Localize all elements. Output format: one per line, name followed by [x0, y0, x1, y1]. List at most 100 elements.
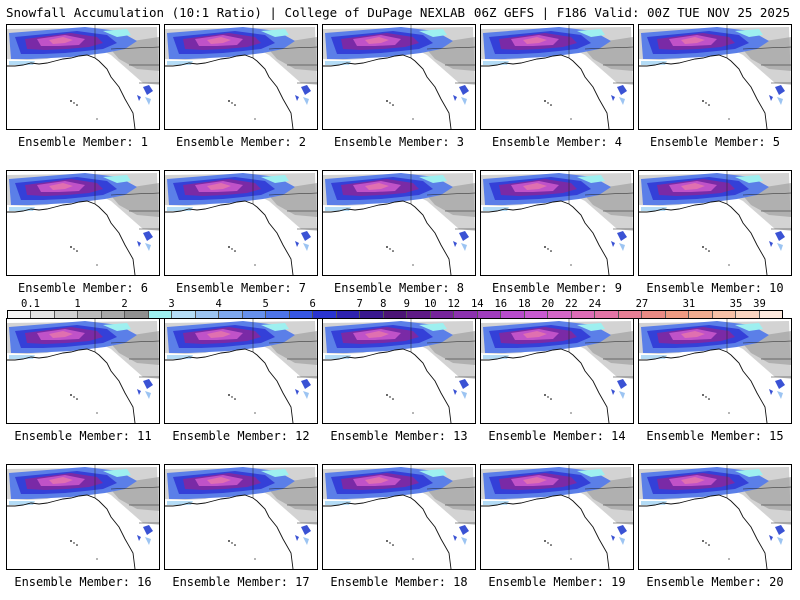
ensemble-member-label: Ensemble Member: 10 — [646, 281, 784, 295]
scale-swatch — [148, 311, 173, 318]
snowfall-map — [7, 25, 159, 129]
ensemble-panel-19 — [480, 464, 634, 570]
ensemble-member-label: Ensemble Member: 14 — [488, 429, 626, 443]
scale-swatch — [524, 311, 549, 318]
scale-swatch — [313, 311, 337, 318]
scale-swatch — [477, 311, 502, 318]
scale-tick-label: 9 — [403, 298, 410, 310]
scale-swatch — [78, 311, 102, 318]
scale-swatch — [219, 311, 243, 318]
scale-swatch — [407, 311, 431, 318]
scale-swatch — [689, 311, 713, 318]
snowfall-color-scale: 0.1 1 2 3 4 5 6 7 8 9 10 12 14 16 18 20 22 24 27 31 35 39 — [7, 298, 783, 319]
snowfall-map — [481, 25, 633, 129]
scale-tick-label: 16 — [494, 298, 508, 310]
scale-ticks: 0.1 1 2 3 4 5 6 7 8 9 10 12 14 16 18 20 22 24 27 31 35 39 — [7, 298, 783, 310]
snowfall-map — [323, 171, 475, 275]
ensemble-panel-20 — [638, 464, 792, 570]
snowfall-map — [481, 465, 633, 569]
scale-swatch — [454, 311, 478, 318]
chart-title: Snowfall Accumulation (10:1 Ratio) | Col… — [6, 5, 466, 20]
snowfall-map — [639, 319, 791, 423]
ensemble-member-label: Ensemble Member: 5 — [649, 135, 781, 149]
ensemble-panel-8 — [322, 170, 476, 276]
ensemble-panel-10 — [638, 170, 792, 276]
snowfall-map — [165, 171, 317, 275]
scale-tick-label: 24 — [588, 298, 602, 310]
ensemble-panel-7 — [164, 170, 318, 276]
scale-swatch — [642, 311, 666, 318]
scale-swatch — [289, 311, 314, 318]
scale-tick-label: 8 — [380, 298, 387, 310]
snowfall-map — [639, 25, 791, 129]
scale-swatch — [360, 311, 384, 318]
ensemble-member-label: Ensemble Member: 2 — [175, 135, 307, 149]
snowfall-map — [639, 171, 791, 275]
scale-tick-label: 7 — [356, 298, 363, 310]
scale-tick-label: 0.1 — [21, 298, 40, 310]
scale-swatch — [501, 311, 525, 318]
ensemble-member-label: Ensemble Member: 17 — [172, 575, 310, 589]
snowfall-map — [323, 25, 475, 129]
scale-tick-label: 18 — [518, 298, 531, 310]
scale-tick-label: 10 — [423, 298, 437, 310]
run-valid-time: 06Z GEFS | F186 Valid: 00Z TUE NOV 25 20… — [473, 5, 790, 20]
snowfall-map — [7, 171, 159, 275]
scale-tick-label: 22 — [565, 298, 578, 310]
ensemble-panel-5 — [638, 24, 792, 130]
scale-swatch — [712, 311, 737, 318]
scale-swatch — [430, 311, 455, 318]
snowfall-map — [165, 319, 317, 423]
scale-swatch — [8, 311, 32, 318]
ensemble-member-label: Ensemble Member: 7 — [175, 281, 307, 295]
scale-tick-label: 3 — [168, 298, 175, 310]
snowfall-map — [7, 465, 159, 569]
scale-swatch — [548, 311, 572, 318]
scale-tick-label: 20 — [541, 298, 555, 310]
scale-swatch — [125, 311, 149, 318]
ensemble-member-label: Ensemble Member: 20 — [646, 575, 784, 589]
scale-tick-label: 39 — [753, 298, 766, 310]
scale-swatch — [571, 311, 596, 318]
ensemble-panel-14 — [480, 318, 634, 424]
ensemble-member-label: Ensemble Member: 8 — [333, 281, 465, 295]
ensemble-panel-1 — [6, 24, 160, 130]
ensemble-panel-15 — [638, 318, 792, 424]
scale-tick-label: 5 — [262, 298, 269, 310]
ensemble-panel-4 — [480, 24, 634, 130]
ensemble-panel-13 — [322, 318, 476, 424]
ensemble-member-label: Ensemble Member: 12 — [172, 429, 310, 443]
scale-tick-label: 6 — [309, 298, 316, 310]
scale-tick-label: 4 — [215, 298, 222, 310]
scale-tick-label: 35 — [729, 298, 743, 310]
scale-swatch — [195, 311, 220, 318]
ensemble-member-label: Ensemble Member: 18 — [330, 575, 468, 589]
scale-color-bar — [7, 310, 783, 319]
snowfall-map — [481, 319, 633, 423]
scale-swatch — [242, 311, 267, 318]
scale-swatch — [101, 311, 126, 318]
snowfall-map — [323, 319, 475, 423]
scale-swatch — [618, 311, 643, 318]
snowfall-map — [165, 465, 317, 569]
ensemble-member-label: Ensemble Member: 4 — [491, 135, 623, 149]
ensemble-panel-17 — [164, 464, 318, 570]
ensemble-member-label: Ensemble Member: 15 — [646, 429, 784, 443]
scale-swatch — [336, 311, 361, 318]
ensemble-member-label: Ensemble Member: 9 — [491, 281, 623, 295]
snowfall-map — [481, 171, 633, 275]
scale-tick-label: 31 — [682, 298, 696, 310]
snowfall-map — [323, 465, 475, 569]
ensemble-panel-18 — [322, 464, 476, 570]
ensemble-panel-6 — [6, 170, 160, 276]
snowfall-map — [165, 25, 317, 129]
snowfall-map — [7, 319, 159, 423]
ensemble-member-label: Ensemble Member: 19 — [488, 575, 626, 589]
scale-swatch — [54, 311, 79, 318]
ensemble-member-label: Ensemble Member: 1 — [17, 135, 149, 149]
scale-tick-label: 1 — [74, 298, 81, 310]
ensemble-member-label: Ensemble Member: 6 — [17, 281, 149, 295]
scale-swatch — [172, 311, 196, 318]
scale-tick-label: 27 — [635, 298, 649, 310]
scale-swatch — [759, 311, 782, 318]
